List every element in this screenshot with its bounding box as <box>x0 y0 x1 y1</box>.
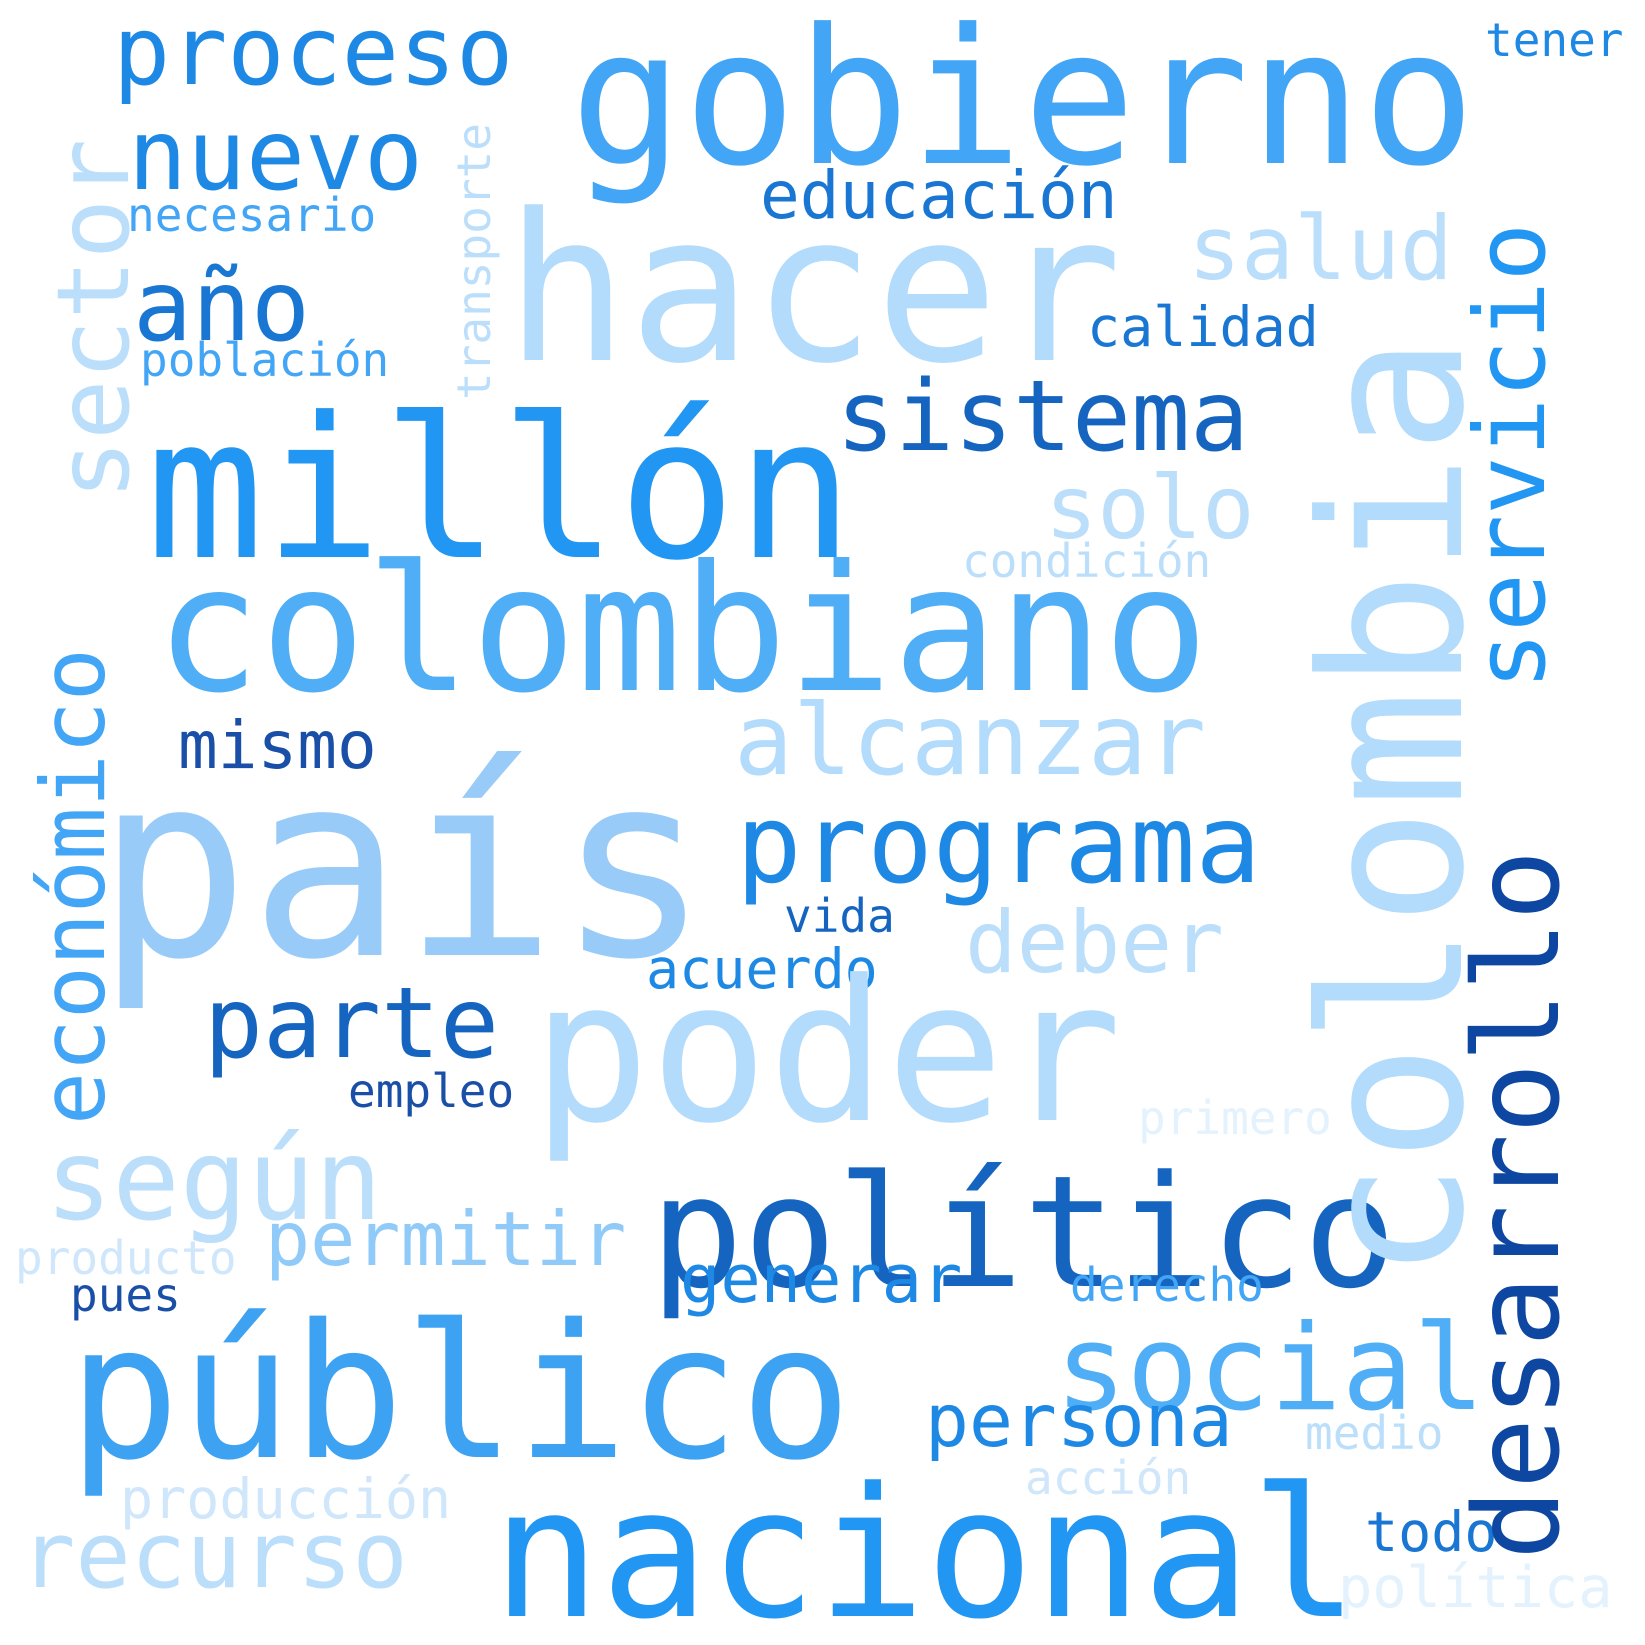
word-servicio: servicio <box>1454 222 1567 690</box>
word-pues: pues <box>70 1268 181 1322</box>
word-millon: millón <box>146 376 855 604</box>
word-transporte: transporte <box>447 123 501 400</box>
word-nuevo: nuevo <box>128 99 424 213</box>
word-educacion: educación <box>760 157 1118 234</box>
word-tener: tener <box>1485 13 1624 67</box>
word-programa: programa <box>736 781 1261 908</box>
word-acuerdo: acuerdo <box>646 937 878 1001</box>
word-gobierno: gobierno <box>570 0 1476 208</box>
word-primero: primero <box>1138 1091 1332 1145</box>
word-medio: medio <box>1305 1406 1444 1460</box>
word-social: social <box>1055 1300 1485 1438</box>
word-poder: poder <box>532 939 1123 1167</box>
word-produccion: producción <box>120 1467 452 1531</box>
word-solo: solo <box>1045 457 1255 559</box>
word-proceso: proceso <box>113 0 514 107</box>
word-accion: acción <box>1025 1451 1192 1505</box>
word-sistema: sistema <box>836 360 1250 474</box>
word-mismo: mismo <box>178 707 377 784</box>
word-persona: persona <box>925 1379 1233 1464</box>
word-producto: producto <box>15 1231 237 1285</box>
word-ano: año <box>133 250 311 364</box>
word-desarrollo: desarrollo <box>1448 849 1586 1560</box>
word-calidad: calidad <box>1087 295 1319 359</box>
word-necesario: necesario <box>127 188 377 242</box>
word-hacer: hacer <box>505 171 1123 409</box>
word-deber: deber <box>965 893 1224 993</box>
word-permitir: permitir <box>265 1195 627 1283</box>
word-poblacion: población <box>140 333 390 387</box>
word-derecho: derecho <box>1070 1258 1264 1312</box>
word-salud: salud <box>1188 197 1453 300</box>
word-alcanzar: alcanzar <box>734 684 1207 798</box>
word-segun: según <box>45 1116 383 1246</box>
word-empleo: empleo <box>348 1064 515 1118</box>
word-todo: todo <box>1365 1500 1498 1564</box>
word-nacional: nacional <box>492 1450 1359 1645</box>
word-politica: política <box>1338 1555 1613 1621</box>
word-politico: político <box>650 1142 1397 1323</box>
word-parte: parte <box>204 967 500 1081</box>
word-publico: público <box>68 1284 852 1501</box>
word-sector: sector <box>35 138 152 500</box>
word-vida: vida <box>784 889 895 943</box>
word-economico: económico <box>22 648 125 1125</box>
word-recurso: recurso <box>20 1502 408 1609</box>
word-condicion: condición <box>962 534 1212 588</box>
word-generar: generar <box>680 1240 963 1318</box>
word-colombiano: colombiano <box>155 529 1209 732</box>
word-pais: país <box>96 719 711 1016</box>
